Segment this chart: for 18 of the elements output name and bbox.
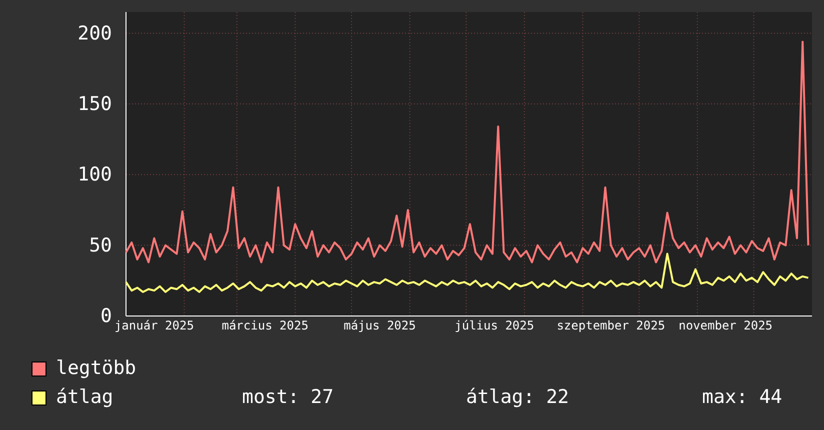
x-tick-label: szeptember 2025 bbox=[556, 318, 666, 333]
text: átlag: 22 bbox=[466, 386, 569, 408]
y-tick-label: 150 bbox=[78, 92, 112, 115]
x-tick-label: november 2025 bbox=[678, 318, 773, 333]
y-tick-label: 100 bbox=[78, 164, 112, 186]
y-tick-label: 50 bbox=[89, 234, 112, 256]
text: max: 44 bbox=[702, 386, 782, 408]
line-series bbox=[125, 252, 810, 293]
y-tick-label: 0 bbox=[100, 305, 112, 328]
x-tick-label: május 2025 bbox=[344, 318, 416, 333]
y-tick-label: 200 bbox=[78, 22, 112, 44]
legend-label: legtöbb bbox=[56, 357, 136, 379]
line-series bbox=[125, 40, 810, 264]
x-tick-label: március 2025 bbox=[222, 318, 308, 333]
text: most: 27 bbox=[242, 386, 334, 408]
legend-label: átlag bbox=[56, 386, 114, 408]
x-tick-label: július 2025 bbox=[454, 318, 534, 333]
x-tick-label: január 2025 bbox=[114, 318, 194, 333]
